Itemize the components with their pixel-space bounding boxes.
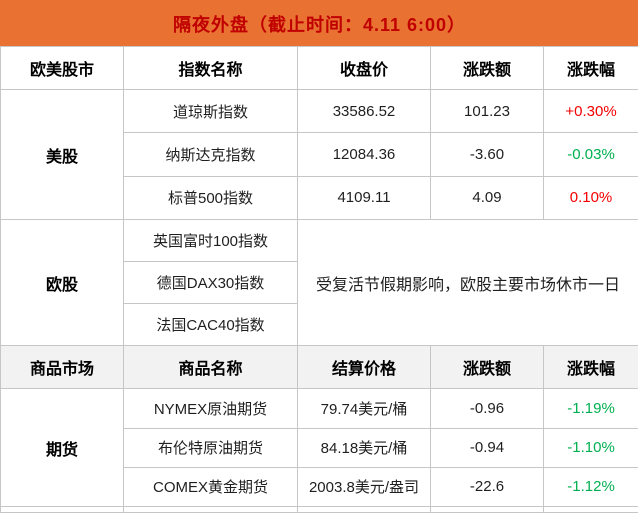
col-header-change-amount: 涨跌额 bbox=[430, 46, 544, 91]
table-row: 美股 道琼斯指数 33586.52 101.23 +0.30% bbox=[0, 89, 638, 220]
change-amount-cell: -22.6 bbox=[430, 466, 544, 507]
index-name-cell: 纳斯达克指数 bbox=[123, 132, 298, 177]
col-header-settlement-price: 结算价格 bbox=[297, 345, 431, 390]
index-name-cell: 德国DAX30指数 bbox=[123, 260, 298, 305]
col-header-change-percent: 涨跌幅 bbox=[542, 345, 638, 390]
col-header-change-percent: 涨跌幅 bbox=[542, 46, 638, 91]
group-label-eu-stocks: 欧股 bbox=[0, 218, 124, 347]
change-amount-cell: -0.96 bbox=[430, 388, 544, 429]
group-label-us-stocks: 美股 bbox=[0, 89, 124, 220]
commodity-header-row: 商品市场 商品名称 结算价格 涨跌额 涨跌幅 bbox=[0, 345, 638, 390]
index-name-cell: 法国CAC40指数 bbox=[123, 303, 298, 347]
change-percent-cell: -1.12% bbox=[542, 466, 638, 507]
col-header-change-amount: 涨跌额 bbox=[430, 345, 544, 390]
settlement-price-cell: 2003.8美元/盎司 bbox=[297, 466, 431, 507]
index-name-cell: 道琼斯指数 bbox=[123, 89, 298, 134]
filler-cell bbox=[123, 505, 298, 513]
table-row: 欧股 英国富时100指数 受复活节假期影响，欧股主要市场休市一日 bbox=[0, 218, 638, 347]
table-row: 法国CAC40指数 bbox=[1, 303, 638, 347]
change-amount-cell: -3.60 bbox=[430, 132, 544, 177]
change-amount-cell: 101.23 bbox=[430, 89, 544, 134]
group-label-futures: 期货 bbox=[0, 388, 124, 507]
title-banner: 隔夜外盘（截止时间：4.11 6:00） bbox=[0, 0, 638, 48]
table-row: 纳斯达克指数 12084.36 -3.60 -0.03% bbox=[1, 132, 638, 177]
settlement-price-cell: 84.18美元/桶 bbox=[297, 427, 431, 468]
change-percent-cell: -1.19% bbox=[542, 388, 638, 429]
change-amount-cell: -0.94 bbox=[430, 427, 544, 468]
table-row: 标普500指数 4109.11 4.09 0.10% bbox=[1, 175, 638, 220]
close-price-cell: 4109.11 bbox=[297, 175, 431, 220]
page-title: 隔夜外盘（截止时间：4.11 6:00） bbox=[172, 14, 467, 35]
filler-cell bbox=[430, 505, 544, 513]
commodity-name-cell: NYMEX原油期货 bbox=[123, 388, 298, 429]
close-price-cell: 12084.36 bbox=[297, 132, 431, 177]
filler-cell bbox=[0, 505, 124, 513]
change-percent-cell: 0.10% bbox=[542, 175, 638, 220]
table-row: COMEX黄金期货 2003.8美元/盎司 -22.6 -1.12% bbox=[1, 466, 638, 507]
close-price-cell: 33586.52 bbox=[297, 89, 431, 134]
filler-cell bbox=[297, 505, 431, 513]
col-header-commodity-market: 商品市场 bbox=[0, 345, 124, 390]
settlement-price-cell: 79.74美元/桶 bbox=[297, 388, 431, 429]
col-header-region: 欧美股市 bbox=[0, 46, 124, 91]
stock-header-row: 欧美股市 指数名称 收盘价 涨跌额 涨跌幅 bbox=[0, 46, 638, 91]
table-row: 布伦特原油期货 84.18美元/桶 -0.94 -1.10% bbox=[1, 427, 638, 468]
title-banner-cell: 隔夜外盘（截止时间：4.11 6:00） bbox=[0, 0, 638, 48]
table-row: 德国DAX30指数 bbox=[1, 260, 638, 305]
filler-cell bbox=[542, 505, 638, 513]
change-percent-cell: -0.03% bbox=[542, 132, 638, 177]
change-amount-cell: 4.09 bbox=[430, 175, 544, 220]
table-row: 期货 NYMEX原油期货 79.74美元/桶 -0.96 -1.19% bbox=[0, 388, 638, 507]
change-percent-cell: -1.10% bbox=[542, 427, 638, 468]
col-header-close-price: 收盘价 bbox=[297, 46, 431, 91]
change-percent-cell: +0.30% bbox=[542, 89, 638, 134]
col-header-index-name: 指数名称 bbox=[123, 46, 298, 91]
eu-holiday-note-cell: 受复活节假期影响，欧股主要市场休市一日 bbox=[296, 218, 638, 347]
index-name-cell: 标普500指数 bbox=[123, 175, 298, 220]
index-name-cell: 英国富时100指数 bbox=[123, 218, 298, 262]
commodity-name-cell: COMEX黄金期货 bbox=[123, 466, 298, 507]
col-header-commodity-name: 商品名称 bbox=[123, 345, 298, 390]
commodity-name-cell: 布伦特原油期货 bbox=[123, 427, 298, 468]
table-bottom-filler-row bbox=[0, 505, 638, 513]
